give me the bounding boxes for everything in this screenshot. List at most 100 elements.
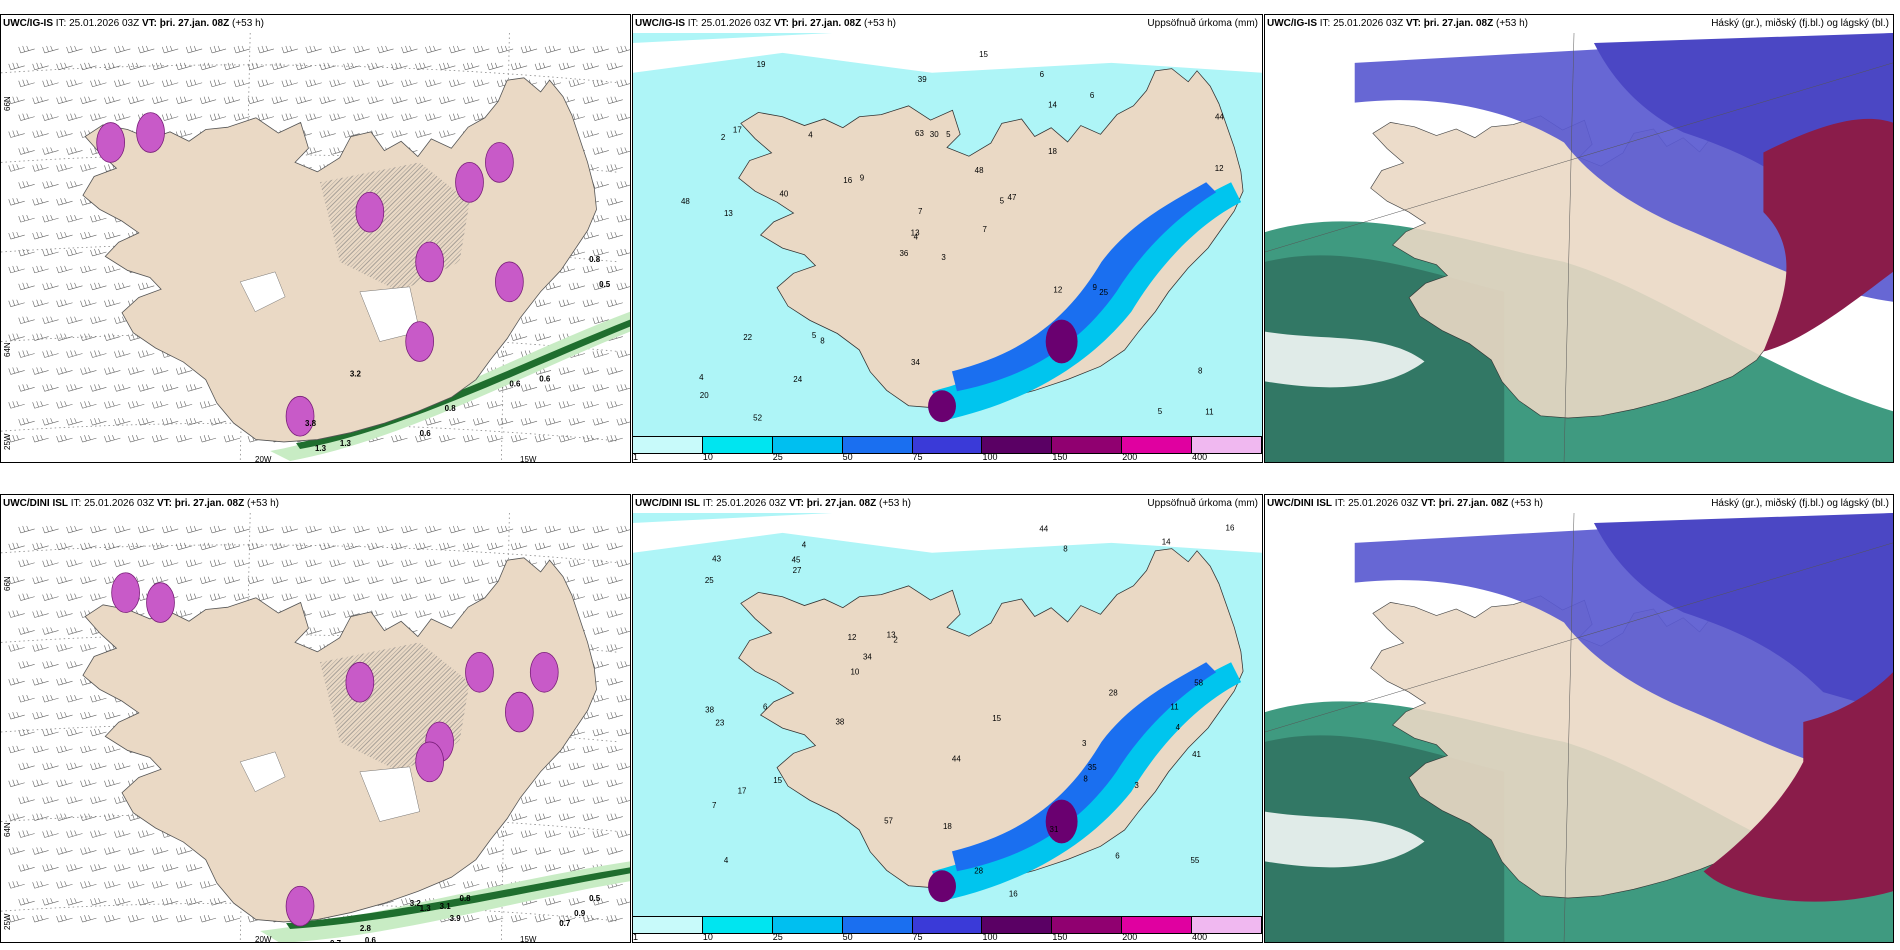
- wind-barb: [606, 130, 623, 138]
- wind-barb: [592, 525, 609, 534]
- wind-barb: [439, 610, 456, 618]
- precip-intensity-blob: [415, 741, 444, 783]
- precip-value-label: 44: [1215, 112, 1224, 121]
- wind-barb: [90, 525, 107, 534]
- map-area[interactable]: [1265, 33, 1893, 462]
- panel-header: UWC/DINI ISL IT: 25.01.2026 03Z VT: þri.…: [1, 495, 630, 513]
- map-area[interactable]: [1265, 513, 1893, 942]
- colorbar-swatch: [912, 917, 983, 933]
- wind-barb: [568, 898, 585, 906]
- wind-value-label: 0.8: [445, 404, 457, 413]
- map-area[interactable]: 1.3 0.8 0.6 0.6 0.8 3.2 0.6 1.3 3.8 0.5: [1, 33, 630, 462]
- wind-barb: [592, 593, 609, 601]
- wind-barb: [32, 367, 49, 375]
- precip-value-label: 48: [975, 166, 984, 175]
- wind-barb: [425, 418, 442, 426]
- wind-barb: [271, 62, 288, 71]
- wind-barb: [152, 367, 169, 375]
- axis-lon-20w: 20W: [255, 455, 272, 463]
- map-area[interactable]: 0.50.9 0.8 3.9 1.3 0.7 0.7 0.6 2.8 3.1 3.2: [1, 513, 630, 942]
- axis-lon-15w: 15W: [520, 935, 537, 943]
- precip-value-label: 13: [911, 228, 920, 237]
- wind-barb: [56, 299, 73, 308]
- wind-barb: [391, 576, 408, 584]
- wind-barb: [353, 593, 370, 601]
- wind-value-label: 3.9: [450, 914, 462, 923]
- wind-barb: [319, 130, 336, 138]
- wind-barb: [209, 79, 227, 88]
- wind-barb: [161, 525, 179, 534]
- wind-barb: [606, 881, 623, 889]
- wind-barb: [66, 215, 83, 223]
- wind-barb: [391, 542, 408, 551]
- wind-barb: [209, 45, 227, 54]
- wind-barb: [606, 299, 623, 308]
- wind-barb: [544, 316, 562, 324]
- wind-barb: [558, 367, 576, 375]
- precip-value-label: 6: [763, 703, 768, 712]
- map-area[interactable]: 3 4 4 4 2 6 7 8 12 16 25 38 43 55 57 58 44 15 13 15 16 14 10 41…: [633, 513, 1262, 916]
- wind-barb: [582, 265, 599, 274]
- precip-value-label: 13: [724, 209, 733, 218]
- wind-barb: [449, 79, 466, 88]
- wind-barb: [66, 384, 83, 392]
- precip-value-label: 12: [1215, 164, 1224, 173]
- colorbar-label: 75: [912, 452, 923, 462]
- wind-barb: [281, 79, 298, 88]
- wind-barb: [8, 576, 25, 584]
- wind-barb: [439, 576, 456, 584]
- wind-barb: [616, 113, 630, 121]
- wind-value-label: 1.3: [420, 904, 432, 913]
- wind-barb: [90, 418, 107, 426]
- wind-barb: [496, 864, 514, 872]
- wind-barb: [56, 435, 73, 443]
- wind-barb: [128, 847, 145, 855]
- wind-barb: [592, 215, 609, 223]
- wind-value-label: 0.9: [574, 909, 586, 918]
- wind-barb: [534, 401, 552, 409]
- wind-barb: [377, 79, 394, 88]
- wind-barb: [592, 796, 609, 804]
- map-area[interactable]: 3 2 4 4 5 8 6 5 14 7 19 11 13 44 36 18 52 63 48 22 9 20 24 30 47…: [633, 33, 1262, 436]
- lead-time: (+53 h): [247, 498, 279, 509]
- wind-barb: [199, 576, 217, 584]
- wind-barb: [8, 435, 25, 443]
- wind-barb: [558, 62, 576, 71]
- wind-barb: [616, 384, 630, 392]
- colorbar-label: 75: [912, 932, 923, 942]
- wind-barb: [425, 45, 442, 54]
- wind-barb: [42, 316, 59, 324]
- wind-barb: [391, 610, 408, 618]
- precip-intensity-blob: [405, 321, 435, 362]
- wind-barb: [175, 401, 193, 409]
- wind-barb: [8, 299, 25, 308]
- precip-value-label: 24: [793, 375, 802, 384]
- wind-barb: [425, 593, 442, 601]
- panel-cloud-dini: UWC/DINI ISL IT: 25.01.2026 03Z VT: þri.…: [1264, 494, 1894, 943]
- lead-time: (+53 h): [1496, 18, 1528, 29]
- wind-barb: [90, 282, 107, 291]
- precip-intensity-blob: [355, 191, 385, 233]
- wind-barb: [377, 113, 394, 121]
- precip-value-label: 13: [887, 631, 896, 640]
- wind-barb: [42, 248, 59, 257]
- precip-value-label: 5: [946, 130, 951, 139]
- wind-barb: [568, 418, 585, 426]
- wind-barb: [582, 96, 599, 104]
- precip-value-label: 35: [1088, 763, 1097, 772]
- lead-time: (+53 h): [1511, 498, 1543, 509]
- wind-barb: [32, 745, 49, 754]
- wind-barb: [138, 830, 155, 838]
- wind-barb: [138, 898, 155, 906]
- precip-intensity-blob: [465, 651, 494, 693]
- precip-value-label: 14: [1162, 537, 1171, 546]
- precip-value-label: 34: [911, 358, 920, 367]
- wind-barb: [161, 113, 179, 121]
- wind-barb: [582, 745, 599, 754]
- wind-barb: [295, 96, 312, 104]
- panel-title: Háský (gr.), miðský (fj.bl.) og lágský (…: [1711, 18, 1889, 29]
- lat-gridline: [1, 813, 620, 832]
- panel-wind-igis: UWC/IG-IS IT: 25.01.2026 03Z VT: þri. 27…: [0, 14, 631, 463]
- wind-barb: [42, 593, 59, 601]
- wind-barb: [329, 79, 346, 88]
